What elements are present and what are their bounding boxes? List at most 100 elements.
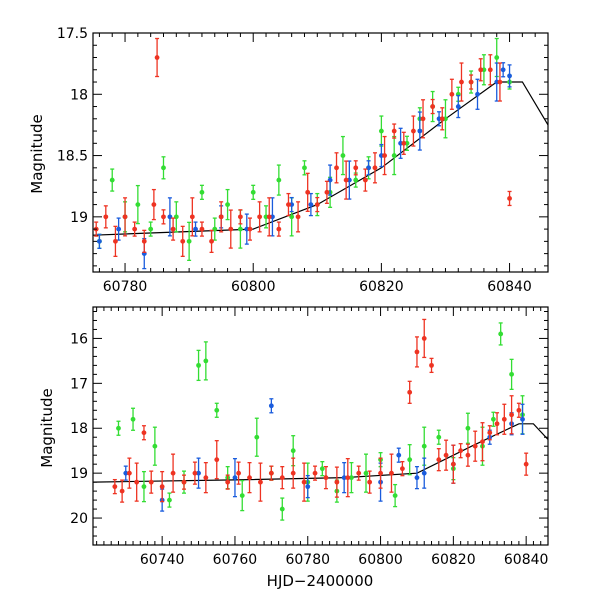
red-data-point	[450, 461, 456, 467]
y-tick-label: 20	[70, 511, 88, 527]
red-data-point	[458, 448, 464, 454]
x-tick-label: 60820	[431, 552, 476, 568]
red-data-point	[170, 470, 176, 476]
red-data-point	[180, 238, 186, 244]
blue-data-point	[414, 475, 420, 481]
green-data-point	[152, 443, 158, 449]
red-data-point	[189, 214, 195, 220]
blue-data-point	[305, 484, 311, 490]
top-panel-ylabel: Magnitude	[28, 114, 46, 193]
blue-data-point	[268, 403, 274, 409]
red-data-point	[141, 430, 147, 436]
red-data-point	[276, 226, 282, 232]
blue-data-point	[327, 177, 333, 183]
red-data-point	[421, 336, 427, 341]
red-data-point	[314, 202, 320, 207]
x-tick-label: 60740	[140, 552, 185, 568]
green-data-point	[363, 470, 369, 476]
red-data-point	[523, 461, 529, 467]
blue-data-point	[123, 470, 129, 476]
red-data-point	[218, 214, 224, 220]
blue-data-point	[341, 475, 347, 481]
red-data-point	[113, 238, 118, 244]
red-data-point	[154, 55, 160, 60]
red-data-point	[134, 479, 140, 485]
red-data-point	[465, 452, 471, 458]
red-data-point	[141, 238, 147, 244]
red-data-point	[122, 214, 128, 220]
red-data-point	[343, 177, 349, 183]
green-data-point	[509, 371, 514, 377]
red-data-point	[334, 165, 339, 171]
bottom-panel-xlabel: HJD−2400000	[267, 572, 374, 590]
red-data-point	[214, 457, 220, 463]
x-tick-label: 60800	[358, 552, 403, 568]
green-data-point	[135, 202, 141, 207]
blue-data-point	[232, 475, 238, 481]
blue-data-point	[475, 91, 480, 97]
green-data-point	[319, 466, 325, 472]
red-data-point	[439, 116, 445, 122]
red-data-point	[151, 202, 157, 207]
red-data-point	[372, 165, 378, 171]
red-data-point	[449, 91, 455, 97]
red-data-point	[301, 479, 307, 485]
green-data-point	[494, 55, 500, 60]
x-tick-label: 60780	[103, 279, 148, 295]
red-data-point	[443, 452, 449, 458]
red-data-point	[468, 79, 474, 85]
green-data-point	[436, 434, 442, 440]
green-data-point	[498, 331, 504, 337]
top-panel: 60780 60800 60820 60840 17.5 18 18.5 19	[57, 26, 549, 295]
red-data-point	[362, 177, 368, 183]
model-line	[93, 423, 548, 483]
green-data-point	[250, 189, 256, 195]
green-data-point	[279, 506, 285, 512]
red-data-point	[295, 214, 301, 220]
red-data-point	[407, 389, 413, 395]
red-data-point	[436, 457, 442, 463]
red-data-point	[279, 475, 285, 481]
green-data-point	[353, 177, 359, 183]
red-data-point	[266, 214, 272, 220]
blue-data-point	[417, 128, 423, 134]
red-data-point	[148, 479, 154, 485]
red-data-point	[411, 128, 416, 134]
red-data-point	[225, 479, 231, 485]
red-data-point	[199, 226, 205, 232]
red-data-point	[159, 484, 165, 490]
red-data-point	[367, 479, 373, 485]
red-data-point	[257, 214, 263, 220]
blue-data-point	[507, 73, 512, 79]
blue-data-point	[366, 165, 371, 171]
red-data-point	[480, 439, 485, 445]
red-data-point	[429, 362, 434, 368]
red-data-point	[181, 479, 187, 485]
x-tick-label: 60840	[487, 279, 532, 295]
red-data-point	[236, 470, 242, 476]
red-data-point	[509, 412, 514, 418]
green-data-point	[109, 177, 115, 183]
red-data-point	[290, 470, 296, 476]
red-data-point	[414, 349, 420, 355]
green-data-point	[254, 434, 260, 440]
red-data-point	[237, 214, 243, 220]
green-data-point	[199, 189, 205, 195]
green-data-point	[161, 165, 166, 171]
blue-data-point	[421, 470, 427, 476]
x-tick-label: 60760	[213, 552, 258, 568]
red-data-point	[247, 475, 252, 481]
red-data-point	[305, 189, 311, 195]
green-data-point	[141, 484, 147, 490]
green-data-point	[391, 153, 397, 158]
red-data-point	[420, 116, 426, 122]
green-data-point	[173, 214, 179, 220]
red-data-point	[400, 466, 405, 472]
red-data-point	[170, 226, 176, 232]
green-data-point	[378, 128, 384, 134]
red-data-point	[353, 165, 359, 171]
y-tick-label: 17.5	[57, 26, 88, 42]
green-data-point	[186, 238, 192, 244]
